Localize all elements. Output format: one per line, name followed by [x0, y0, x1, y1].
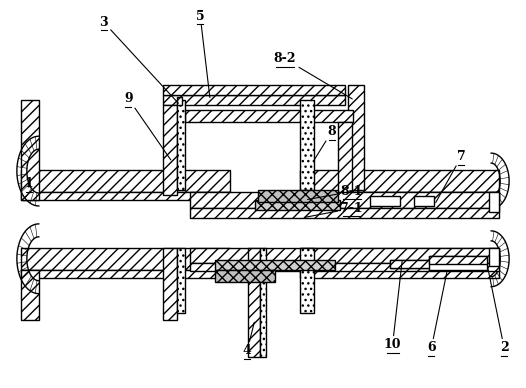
- Bar: [164, 85, 345, 95]
- Bar: [39, 218, 190, 248]
- Bar: [414, 196, 434, 206]
- Bar: [248, 248, 260, 357]
- Bar: [21, 170, 230, 192]
- Text: 7: 7: [436, 150, 466, 203]
- Bar: [338, 122, 352, 197]
- Bar: [390, 260, 444, 268]
- Bar: [21, 270, 230, 278]
- Bar: [300, 270, 499, 278]
- Text: 3: 3: [99, 16, 178, 103]
- Bar: [215, 270, 275, 282]
- Text: 2: 2: [488, 267, 509, 354]
- Bar: [215, 260, 335, 270]
- Bar: [300, 192, 499, 200]
- Bar: [177, 248, 185, 313]
- Bar: [185, 110, 352, 122]
- Bar: [21, 248, 230, 270]
- Bar: [255, 200, 340, 210]
- Bar: [177, 100, 185, 190]
- Bar: [489, 192, 499, 212]
- Bar: [164, 248, 177, 320]
- Text: 1: 1: [25, 177, 33, 190]
- Bar: [21, 270, 39, 320]
- Text: 8-2: 8-2: [274, 52, 352, 99]
- Bar: [190, 192, 499, 208]
- Bar: [300, 248, 314, 313]
- Text: 7-1: 7-1: [305, 202, 363, 217]
- Bar: [260, 248, 266, 357]
- Bar: [190, 208, 499, 218]
- Bar: [300, 248, 499, 270]
- Text: 8: 8: [315, 125, 336, 160]
- Bar: [190, 218, 499, 248]
- Text: 5: 5: [196, 10, 210, 97]
- Bar: [370, 196, 400, 206]
- Bar: [177, 97, 183, 105]
- Text: 10: 10: [384, 260, 402, 352]
- Bar: [164, 95, 345, 105]
- Bar: [489, 248, 499, 266]
- Bar: [300, 170, 499, 192]
- Bar: [21, 100, 39, 200]
- Bar: [348, 85, 363, 190]
- Bar: [390, 260, 444, 268]
- Text: 9: 9: [124, 92, 171, 160]
- Bar: [429, 256, 487, 264]
- Text: 4: 4: [242, 322, 255, 357]
- Bar: [190, 248, 499, 263]
- Text: 6: 6: [427, 272, 447, 354]
- Bar: [164, 105, 177, 195]
- Bar: [300, 100, 314, 190]
- Text: 8-1: 8-1: [308, 185, 363, 199]
- Bar: [429, 256, 487, 270]
- Bar: [190, 263, 499, 271]
- Bar: [258, 190, 338, 202]
- Bar: [21, 192, 230, 200]
